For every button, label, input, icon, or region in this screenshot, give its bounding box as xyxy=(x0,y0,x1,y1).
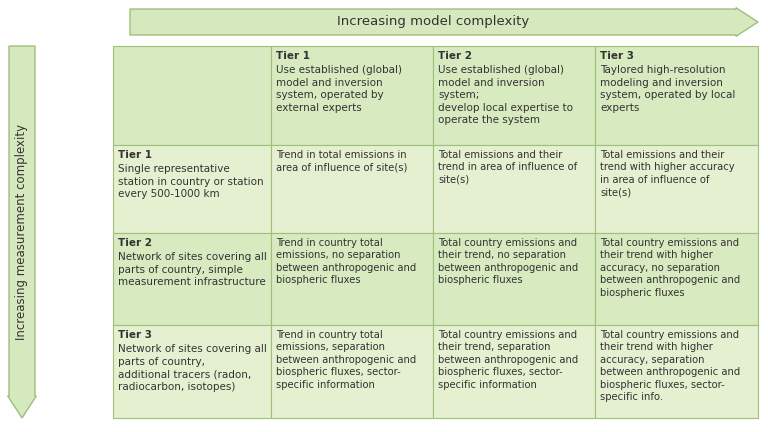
Text: Total country emissions and
their trend with higher
accuracy, no separation
betw: Total country emissions and their trend … xyxy=(600,238,740,298)
Text: Tier 2: Tier 2 xyxy=(438,51,472,61)
Text: Taylored high-resolution
modeling and inversion
system, operated by local
expert: Taylored high-resolution modeling and in… xyxy=(600,65,736,113)
Bar xyxy=(271,233,433,325)
Bar xyxy=(595,46,758,145)
Text: Trend in country total
emissions, no separation
between anthropogenic and
biosph: Trend in country total emissions, no sep… xyxy=(276,238,416,285)
Text: Total country emissions and
their trend with higher
accuracy, separation
between: Total country emissions and their trend … xyxy=(600,330,740,402)
Text: Trend in total emissions in
area of influence of site(s): Trend in total emissions in area of infl… xyxy=(276,150,407,172)
Bar xyxy=(595,145,758,233)
Text: Increasing measurement complexity: Increasing measurement complexity xyxy=(15,124,28,340)
Text: Network of sites covering all
parts of country, simple
measurement infrastructur: Network of sites covering all parts of c… xyxy=(118,252,266,287)
Bar xyxy=(271,46,433,145)
Text: Tier 1: Tier 1 xyxy=(276,51,310,61)
Bar xyxy=(433,233,595,325)
Bar xyxy=(433,325,595,418)
Text: Use established (global)
model and inversion
system;
develop local expertise to
: Use established (global) model and inver… xyxy=(438,65,573,125)
Bar xyxy=(271,325,433,418)
Text: Total emissions and their
trend with higher accuracy
in area of influence of
sit: Total emissions and their trend with hig… xyxy=(600,150,735,197)
Text: Single representative
station in country or station
every 500-1000 km: Single representative station in country… xyxy=(118,164,263,199)
Bar xyxy=(113,233,271,325)
Bar xyxy=(595,233,758,325)
Text: Tier 3: Tier 3 xyxy=(600,51,634,61)
Text: Use established (global)
model and inversion
system, operated by
external expert: Use established (global) model and inver… xyxy=(276,65,402,113)
Bar xyxy=(595,325,758,418)
FancyArrow shape xyxy=(130,8,758,36)
Bar xyxy=(113,46,271,145)
Bar xyxy=(113,325,271,418)
Text: Tier 3: Tier 3 xyxy=(118,330,152,340)
Text: Tier 1: Tier 1 xyxy=(118,150,152,160)
Text: Increasing model complexity: Increasing model complexity xyxy=(337,16,529,29)
Text: Network of sites covering all
parts of country,
additional tracers (radon,
radio: Network of sites covering all parts of c… xyxy=(118,344,266,391)
Bar xyxy=(113,145,271,233)
Text: Total country emissions and
their trend, no separation
between anthropogenic and: Total country emissions and their trend,… xyxy=(438,238,578,285)
Bar xyxy=(433,145,595,233)
Text: Tier 2: Tier 2 xyxy=(118,238,152,248)
Text: Total emissions and their
trend in area of influence of
site(s): Total emissions and their trend in area … xyxy=(438,150,578,185)
Bar xyxy=(271,145,433,233)
Text: Trend in country total
emissions, separation
between anthropogenic and
biospheri: Trend in country total emissions, separa… xyxy=(276,330,416,390)
FancyArrow shape xyxy=(8,46,36,418)
Text: Total country emissions and
their trend, separation
between anthropogenic and
bi: Total country emissions and their trend,… xyxy=(438,330,578,390)
Bar xyxy=(433,46,595,145)
